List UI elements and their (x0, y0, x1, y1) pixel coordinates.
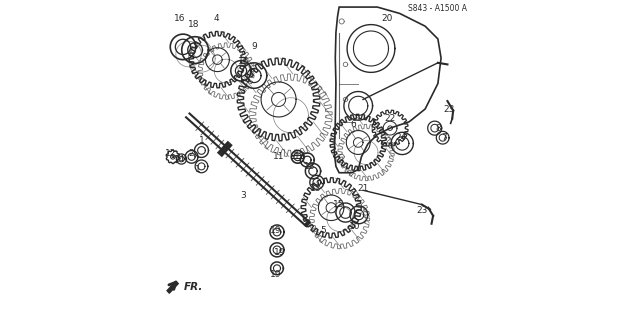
Text: 1: 1 (195, 165, 200, 174)
Text: 13: 13 (304, 162, 316, 171)
Text: 15: 15 (333, 200, 345, 209)
Text: 17: 17 (294, 152, 305, 161)
Text: 14: 14 (174, 156, 186, 164)
Text: 20: 20 (381, 14, 392, 23)
Text: 23: 23 (416, 206, 428, 215)
Text: 19: 19 (275, 248, 286, 257)
Text: 11: 11 (273, 152, 284, 161)
Text: 5: 5 (320, 226, 326, 235)
Text: 10: 10 (349, 222, 361, 231)
Text: 1: 1 (199, 136, 205, 145)
Text: 8: 8 (435, 124, 441, 132)
Text: 24: 24 (396, 133, 407, 142)
Text: 21: 21 (357, 184, 369, 193)
Text: 16: 16 (238, 57, 250, 66)
Text: 23: 23 (444, 105, 455, 114)
Text: S843 - A1500 A: S843 - A1500 A (408, 4, 467, 13)
Text: 22: 22 (385, 114, 396, 123)
Text: 12: 12 (165, 149, 177, 158)
Text: FR.: FR. (184, 282, 203, 292)
Text: 6: 6 (351, 120, 356, 130)
Text: 7: 7 (442, 133, 447, 142)
Text: 4: 4 (214, 14, 220, 23)
Text: 19: 19 (269, 226, 281, 235)
Text: 2: 2 (188, 149, 194, 158)
Polygon shape (167, 281, 178, 293)
Text: 3: 3 (241, 190, 246, 200)
Text: 16: 16 (174, 14, 186, 23)
Text: 9: 9 (252, 42, 257, 52)
Text: 13: 13 (310, 184, 321, 193)
Text: 18: 18 (188, 20, 200, 29)
Text: 19: 19 (269, 270, 281, 279)
